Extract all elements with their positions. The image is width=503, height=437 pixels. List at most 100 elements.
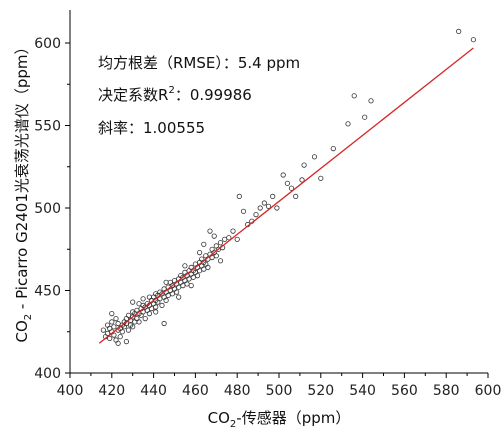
y-tick-label-600: 600 bbox=[34, 36, 61, 52]
data-point-130 bbox=[226, 235, 232, 241]
data-point-151 bbox=[330, 146, 336, 152]
data-point-22 bbox=[125, 327, 132, 333]
data-point-5 bbox=[107, 335, 113, 341]
data-point-112 bbox=[130, 324, 136, 330]
x-tick-label-440: 440 bbox=[140, 383, 167, 399]
data-point-124 bbox=[211, 233, 217, 239]
data-point-118 bbox=[188, 282, 194, 289]
data-point-154 bbox=[362, 114, 368, 120]
data-point-115 bbox=[163, 279, 169, 285]
data-point-113 bbox=[140, 296, 146, 302]
r2-annotation: 决定系数R2：0.99986 bbox=[98, 85, 252, 104]
data-point-149 bbox=[311, 154, 318, 160]
data-point-107 bbox=[217, 240, 224, 246]
data-point-114 bbox=[153, 309, 159, 315]
data-point-128 bbox=[136, 301, 142, 307]
rmse-annotation: 均方根差（RMSE）：5.4 ppm bbox=[98, 54, 300, 72]
x-tick-label-600: 600 bbox=[475, 383, 502, 399]
data-point-16 bbox=[119, 329, 125, 335]
y-tick-label-500: 500 bbox=[34, 201, 61, 217]
data-point-71 bbox=[176, 284, 182, 290]
data-point-137 bbox=[253, 212, 259, 218]
data-point-104 bbox=[213, 253, 219, 259]
data-point-52 bbox=[157, 296, 163, 302]
data-point-11 bbox=[113, 315, 119, 322]
data-point-68 bbox=[174, 289, 180, 295]
data-point-42 bbox=[146, 310, 152, 317]
data-point-157 bbox=[470, 37, 476, 43]
data-point-66 bbox=[171, 286, 178, 292]
data-point-9 bbox=[111, 324, 117, 330]
data-point-127 bbox=[123, 338, 130, 345]
x-ticks: 400 420 440 460 480 500 520 540 560 580 600 bbox=[57, 373, 502, 399]
data-point-91 bbox=[197, 268, 203, 274]
data-point-152 bbox=[345, 121, 351, 127]
data-point-48 bbox=[153, 304, 159, 310]
data-point-123 bbox=[217, 258, 224, 264]
data-point-106 bbox=[215, 246, 221, 252]
data-point-142 bbox=[274, 205, 280, 211]
data-point-6 bbox=[109, 319, 115, 325]
data-point-147 bbox=[299, 177, 305, 183]
y-tick-label-400: 400 bbox=[34, 366, 61, 382]
data-point-126 bbox=[201, 241, 207, 247]
data-point-98 bbox=[205, 264, 211, 270]
x-tick-label-540: 540 bbox=[349, 383, 376, 399]
data-point-13 bbox=[115, 320, 121, 327]
x-tick-label-560: 560 bbox=[391, 383, 418, 399]
data-point-122 bbox=[161, 320, 167, 327]
data-point-84 bbox=[190, 274, 196, 280]
x-tick-label-500: 500 bbox=[266, 383, 293, 399]
data-point-146 bbox=[293, 193, 299, 199]
data-point-54 bbox=[159, 302, 165, 308]
data-point-134 bbox=[240, 208, 247, 214]
data-point-78 bbox=[184, 281, 190, 287]
data-point-58 bbox=[163, 297, 169, 303]
data-point-45 bbox=[148, 305, 155, 312]
data-point-121 bbox=[130, 299, 136, 305]
data-point-138 bbox=[257, 205, 263, 211]
y-title-post: - Picarro G2401光衰荡光谱仪（ppm） bbox=[13, 39, 31, 313]
y-title-sub: 2 bbox=[23, 314, 34, 320]
data-point-148 bbox=[301, 162, 307, 168]
x-tick-label-580: 580 bbox=[433, 383, 460, 399]
data-point-0 bbox=[100, 327, 107, 333]
r2-superscript: 2 bbox=[168, 85, 174, 96]
data-point-143 bbox=[280, 172, 286, 178]
data-point-38 bbox=[142, 315, 148, 322]
data-point-110 bbox=[109, 310, 115, 317]
fit-line bbox=[98, 47, 474, 344]
data-point-14 bbox=[117, 334, 123, 340]
r2-label: 决定系数R bbox=[98, 86, 168, 104]
data-point-145 bbox=[288, 185, 295, 191]
y-axis-title: CO2 - Picarro G2401光衰荡光谱仪（ppm） bbox=[13, 39, 34, 342]
data-point-153 bbox=[351, 93, 357, 99]
data-point-129 bbox=[146, 294, 152, 300]
data-point-64 bbox=[169, 291, 175, 297]
data-point-33 bbox=[136, 319, 142, 325]
data-point-23 bbox=[125, 312, 132, 318]
x-tick-label-420: 420 bbox=[98, 383, 125, 399]
x-tick-label-480: 480 bbox=[224, 383, 251, 399]
x-axis-title: CO2-传感器（ppm） bbox=[208, 409, 351, 430]
data-point-132 bbox=[234, 236, 240, 242]
slope-annotation: 斜率：1.00555 bbox=[98, 119, 205, 137]
data-point-140 bbox=[265, 203, 272, 209]
y-ticks: 400 450 500 550 600 bbox=[34, 36, 70, 382]
x-title-pre: CO bbox=[208, 409, 230, 427]
data-point-131 bbox=[230, 228, 236, 234]
y-title-pre: CO bbox=[13, 320, 31, 342]
r2-value: ：0.99986 bbox=[175, 86, 252, 104]
x-tick-label-520: 520 bbox=[307, 383, 334, 399]
data-point-139 bbox=[261, 200, 267, 206]
x-tick-label-460: 460 bbox=[182, 383, 209, 399]
y-tick-label-450: 450 bbox=[34, 284, 61, 300]
data-point-81 bbox=[186, 276, 192, 282]
data-point-116 bbox=[176, 294, 182, 300]
x-title-sub: 2 bbox=[230, 419, 236, 430]
data-point-119 bbox=[197, 250, 203, 256]
x-tick-label-400: 400 bbox=[57, 383, 84, 399]
data-point-61 bbox=[165, 292, 171, 298]
data-point-111 bbox=[115, 340, 121, 346]
